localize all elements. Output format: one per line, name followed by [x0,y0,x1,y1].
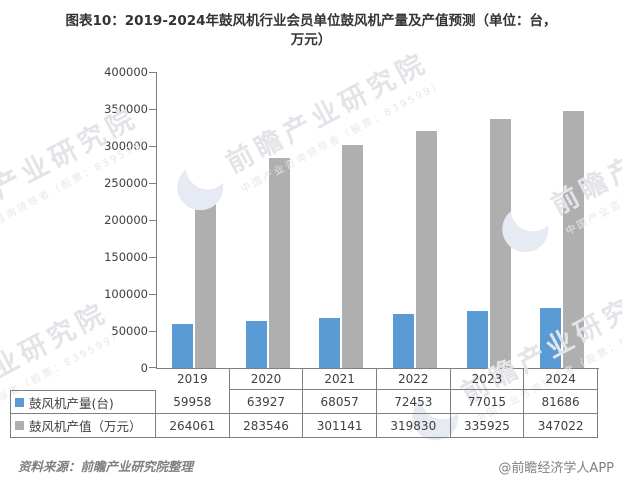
data-table: 2019 2020 2021 2022 2023 2024 鼓风机产量(台) 5… [10,368,598,438]
bar [342,145,364,368]
data-source-note: 资料来源：前瞻产业研究院整理 [18,459,194,474]
legend-color-swatch-series2 [15,421,24,430]
table-blank-cell [10,368,156,390]
y-axis: 0 50000 100000 150000 200000 250000 300000 3500… [88,65,148,375]
year-cell: 2020 [229,368,304,390]
value-cell: 81686 [524,390,598,414]
bar [540,308,562,368]
bar [171,324,193,368]
chart-title-line2: 万元） [290,32,332,48]
y-axis-tick [149,146,156,147]
value-cell: 283546 [229,414,304,438]
y-axis-label: 150000 [104,250,148,264]
y-axis-tick [149,331,156,332]
value-cell: 264061 [156,414,230,438]
value-cell: 68057 [303,390,377,414]
y-axis-tick [149,109,156,110]
legend-row-series2: 鼓风机产值（万元） [10,414,156,438]
value-cell: 72453 [376,390,451,414]
value-cell: 63927 [229,390,304,414]
y-axis-tick [149,257,156,258]
bar [268,158,290,368]
year-cell: 2021 [303,368,377,390]
bar [392,314,414,368]
year-cell: 2022 [376,368,451,390]
y-axis-label: 0 [140,361,148,375]
bar-group-2022 [378,72,452,368]
bar [245,321,267,368]
legend-row-series1: 鼓风机产量(台) [10,390,156,414]
bar-group-2024 [525,72,599,368]
y-axis-label: 250000 [104,176,148,190]
bar-group-2023 [452,72,526,368]
bar [319,318,341,368]
y-axis-label: 300000 [104,139,148,153]
legend-color-swatch-series1 [15,397,24,407]
value-cell: 301141 [303,414,377,438]
year-cell: 2023 [450,368,525,390]
year-cell: 2019 [156,368,230,390]
bar [563,111,585,368]
y-axis-label: 350000 [104,102,148,116]
y-axis-tick [149,72,156,73]
value-cell: 335925 [450,414,525,438]
value-cell: 59958 [156,390,230,414]
y-axis-tick [149,183,156,184]
value-cell: 319830 [376,414,451,438]
app-credit: @前瞻经济学人APP [498,461,614,476]
y-axis-tick [149,294,156,295]
y-axis-label: 400000 [104,65,148,79]
bar [194,173,216,368]
bar-group-2020 [231,72,305,368]
year-cell: 2024 [524,368,598,390]
bar-group-2019 [157,72,231,368]
y-axis-tick [149,220,156,221]
chart-title: 图表10：2019-2024年鼓风机行业会员单位鼓风机产量及产值预测（单位：台，… [0,12,622,50]
value-cell: 347022 [524,414,598,438]
y-axis-label: 100000 [104,287,148,301]
bar [415,131,437,368]
bar-group-2021 [304,72,378,368]
plot-area [149,72,599,369]
y-axis-label: 50000 [111,324,148,338]
bar [489,119,511,368]
chart-title-line1: 图表10：2019-2024年鼓风机行业会员单位鼓风机产量及产值预测（单位：台， [65,13,557,29]
legend-label-series1: 鼓风机产量(台) [29,395,114,411]
bars-container [157,72,599,368]
bar [466,311,488,368]
y-axis-tick [149,367,156,368]
legend-label-series2: 鼓风机产值（万元） [29,419,142,434]
value-cell: 77015 [450,390,525,414]
y-axis-label: 200000 [104,213,148,227]
